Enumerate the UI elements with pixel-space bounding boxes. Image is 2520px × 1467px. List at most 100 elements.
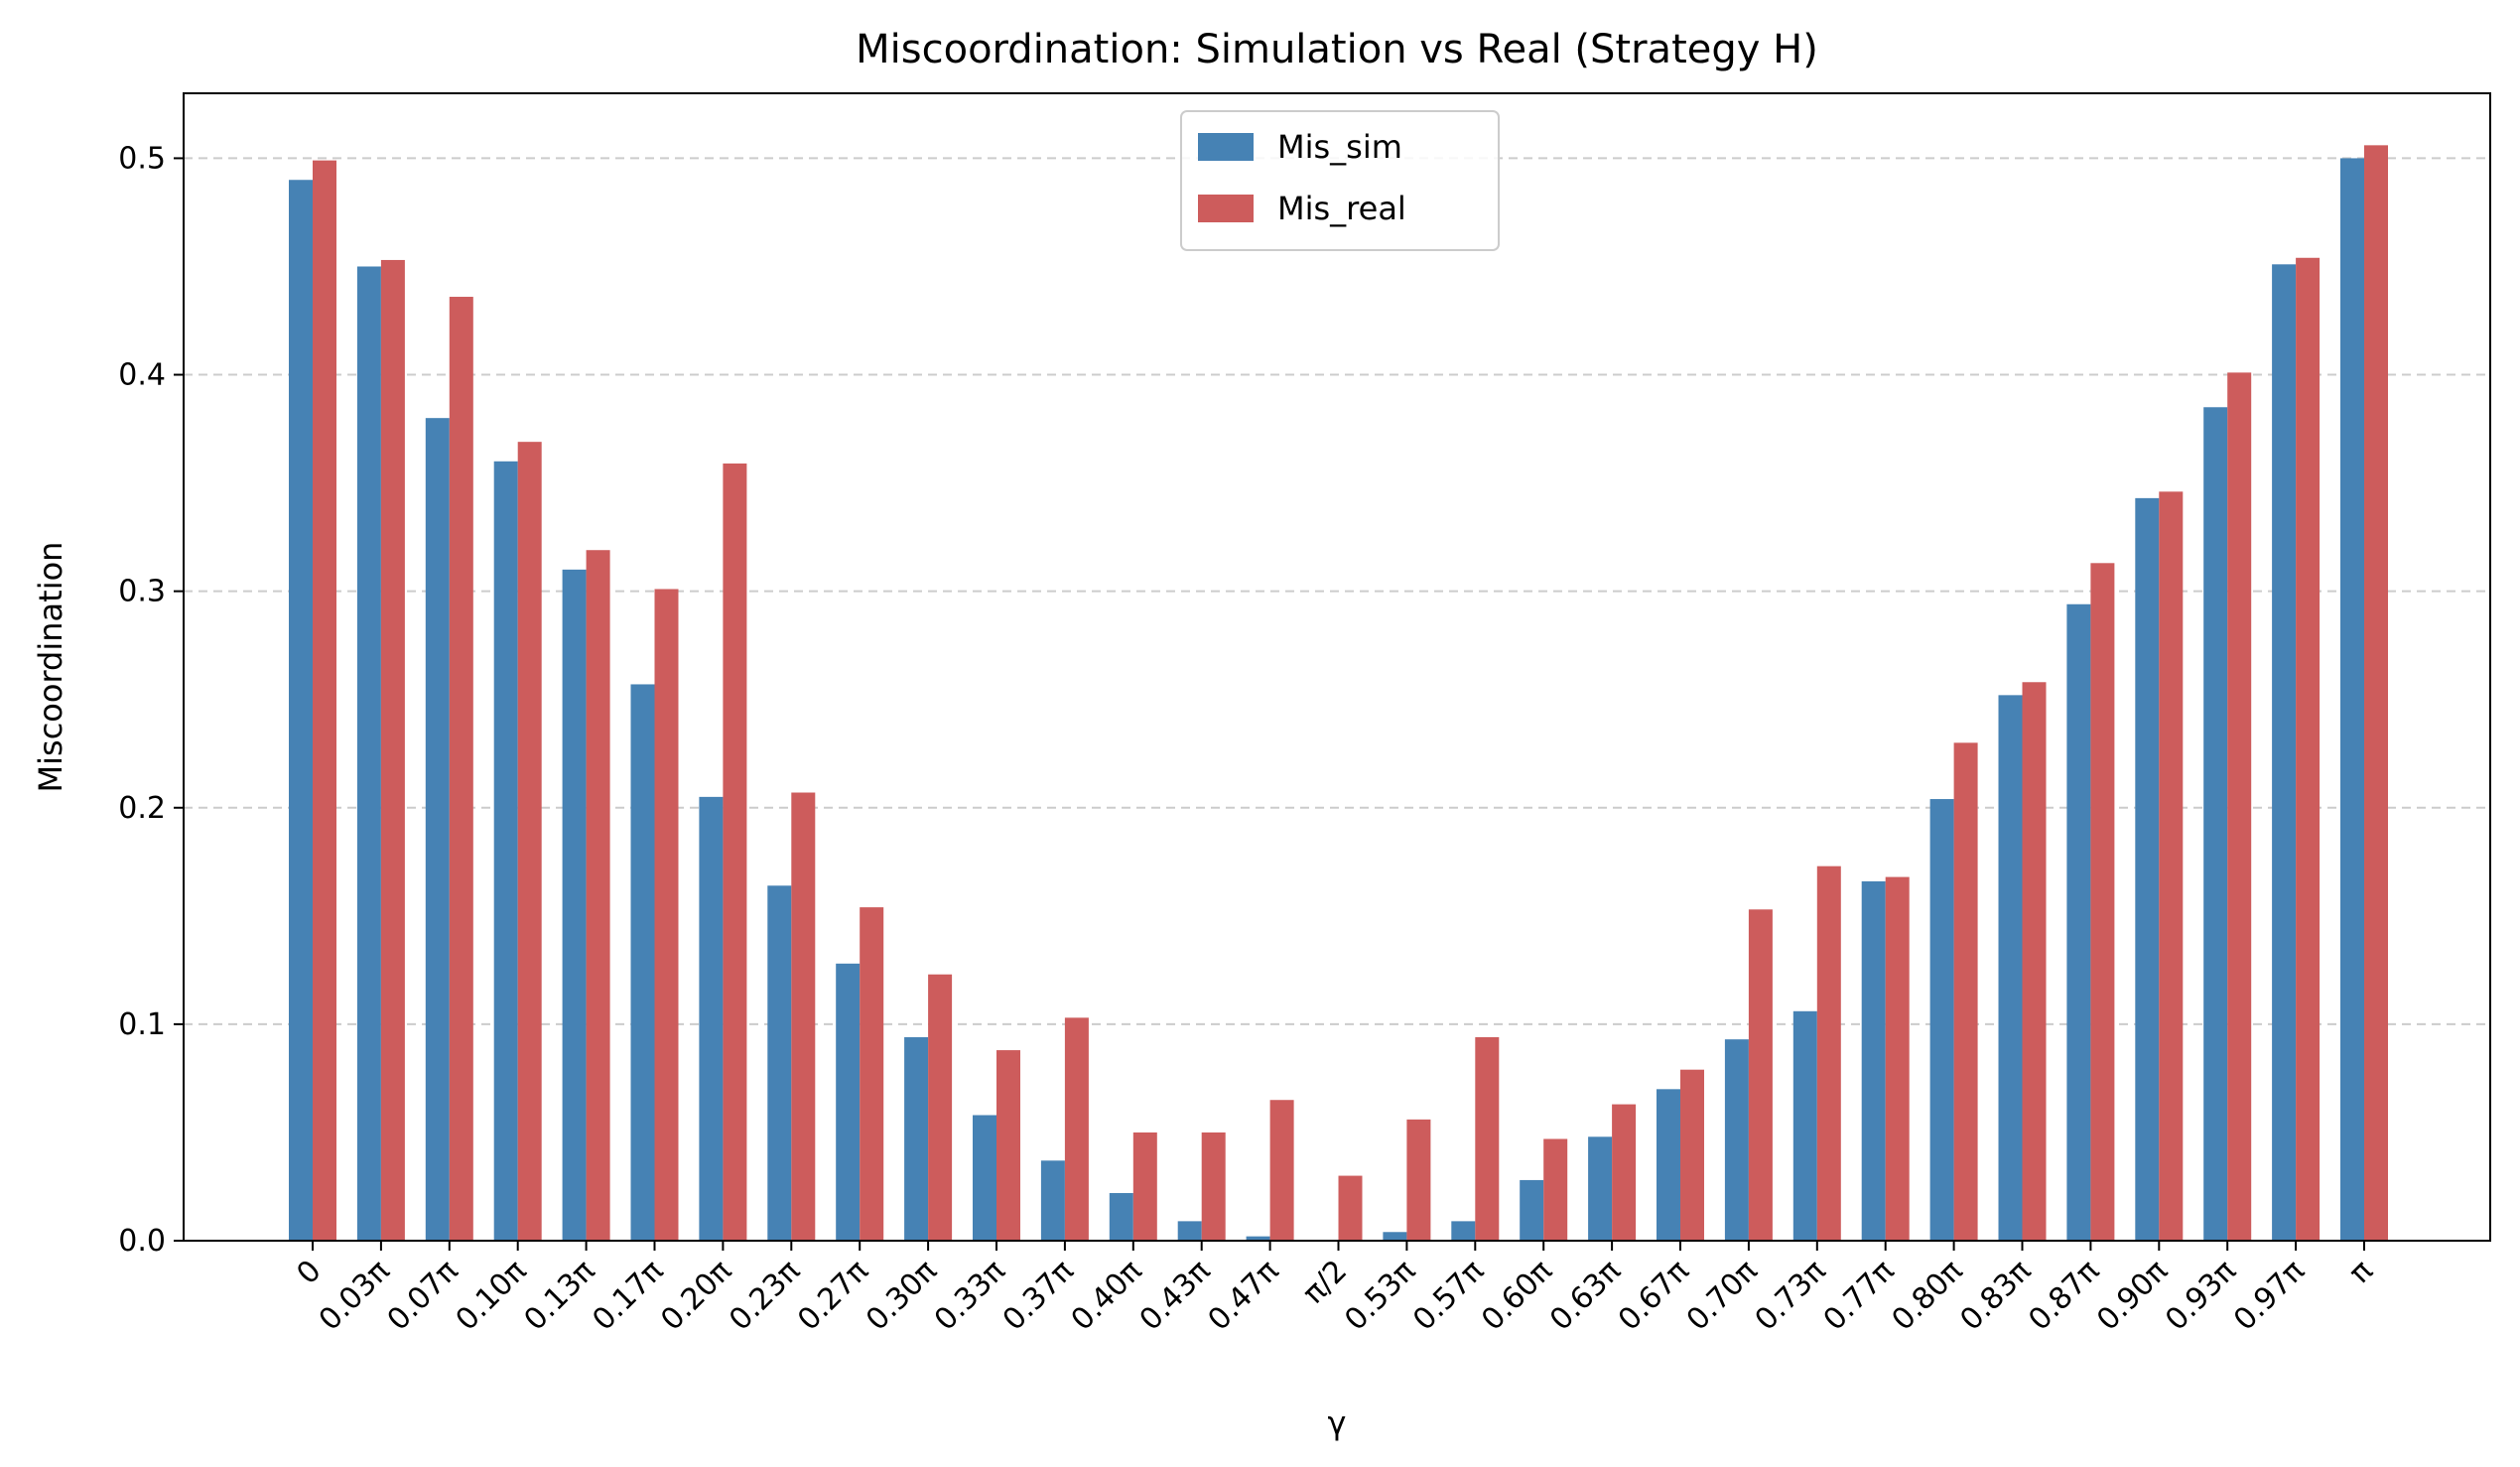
y-tick-label: 0.2 (118, 791, 166, 826)
bar-mis-real (1269, 1100, 1294, 1241)
bar-mis-sim (1177, 1221, 1202, 1241)
y-axis: 0.0 0.1 0.2 0.3 0.4 0.5 (118, 141, 184, 1259)
x-tick-label: 0.70π (1680, 1254, 1765, 1338)
legend: Mis_sim Mis_real (1180, 110, 1500, 251)
legend-label: Mis_sim (1277, 128, 1402, 166)
bar-mis-real (1816, 866, 1841, 1241)
bar-mis-sim (1109, 1193, 1133, 1241)
x-tick-label: 0.80π (1886, 1254, 1970, 1338)
bar-mis-real (1201, 1132, 1226, 1241)
chart-title: Miscoordination: Simulation vs Real (Str… (856, 27, 1818, 72)
x-tick-label: 0.30π (860, 1254, 944, 1338)
bar-mis-real (586, 550, 610, 1241)
bar-mis-real (1885, 876, 1910, 1241)
bar-mis-sim (562, 569, 587, 1241)
bar-mis-real (2090, 563, 2115, 1241)
bar-mis-real (1748, 909, 1773, 1241)
bar-mis-sim (2135, 497, 2160, 1241)
x-tick-label: 0.87π (2022, 1254, 2106, 1338)
legend-swatch (1198, 133, 1254, 161)
x-tick-label: 0.40π (1065, 1254, 1149, 1338)
legend-swatch (1198, 195, 1254, 222)
bar-mis-sim (1998, 695, 2023, 1241)
x-tick-label: 0.60π (1475, 1254, 1559, 1338)
bar-mis-real (1338, 1175, 1363, 1241)
legend-box (1180, 110, 1500, 251)
x-tick-label: 0.53π (1338, 1254, 1422, 1338)
bar-mis-sim (425, 418, 450, 1241)
bar-mis-sim (2340, 158, 2364, 1241)
x-tick-label: 0.90π (2090, 1254, 2175, 1338)
bar-mis-real (517, 442, 542, 1242)
bar-mis-sim (630, 684, 655, 1241)
bar-mis-real (1680, 1069, 1704, 1241)
bar-mis-sim (767, 885, 792, 1241)
x-tick-label: 0.63π (1543, 1254, 1628, 1338)
bar-mis-real (1612, 1104, 1637, 1241)
y-tick-label: 0.0 (118, 1224, 166, 1259)
x-tick-label: 0.97π (2227, 1254, 2312, 1338)
x-tick-label: 0.10π (450, 1254, 534, 1338)
bar-mis-real (449, 297, 473, 1241)
x-axis-title: γ (1328, 1404, 1347, 1442)
legend-label: Mis_real (1277, 190, 1406, 227)
bar-mis-sim (356, 266, 381, 1241)
x-tick-label: 0.47π (1202, 1254, 1286, 1338)
x-tick-label: 0.13π (518, 1254, 602, 1338)
x-tick-label: 0.03π (313, 1254, 397, 1338)
bar-mis-sim (1383, 1232, 1407, 1241)
bar-mis-real (2022, 682, 2047, 1241)
bar-mis-real (2227, 372, 2252, 1241)
bar-mis-real (1064, 1017, 1089, 1241)
bar-mis-real (654, 589, 679, 1241)
bar-mis-real (2296, 257, 2321, 1241)
x-tick-label: π (2342, 1254, 2380, 1291)
bar-mis-sim (1040, 1160, 1065, 1241)
bar-mis-real (380, 259, 405, 1242)
y-tick-label: 0.3 (118, 575, 166, 609)
x-tick-label: 0.67π (1612, 1254, 1696, 1338)
bar-mis-real (313, 160, 336, 1241)
bar-mis-sim (1861, 880, 1886, 1241)
y-axis-title: Miscoordination (32, 542, 69, 793)
x-axis: 00.03π0.07π0.10π0.13π0.17π0.20π0.23π0.27… (290, 1241, 2380, 1338)
bar-mis-real (2364, 145, 2388, 1241)
plot-frame (183, 92, 2491, 1242)
y-tick-label: 0.5 (118, 141, 166, 176)
x-tick-label: 0.43π (1133, 1254, 1218, 1338)
bar-mis-sim (1246, 1236, 1270, 1241)
x-tick-label: 0.93π (2159, 1254, 2243, 1338)
x-tick-label: 0.83π (1953, 1254, 2038, 1338)
bar-mis-sim (2272, 264, 2297, 1241)
x-tick-label: 0 (290, 1254, 328, 1291)
x-tick-label: 0.77π (1817, 1254, 1902, 1338)
bar-mis-real (2159, 491, 2184, 1241)
bar-mis-sim (904, 1036, 929, 1241)
bar-mis-real (1406, 1119, 1431, 1241)
bar-mis-real (860, 907, 884, 1241)
bar-mis-sim (836, 963, 861, 1241)
x-tick-label: 0.73π (1749, 1254, 1833, 1338)
x-tick-label: 0.17π (586, 1254, 670, 1338)
x-tick-label: 0.27π (791, 1254, 875, 1338)
bar-mis-sim (1657, 1089, 1680, 1241)
bar-mis-sim (1520, 1179, 1544, 1241)
y-tick-label: 0.4 (118, 358, 166, 393)
bar-mis-sim (1588, 1136, 1613, 1241)
bar-mis-sim (2066, 603, 2091, 1241)
bar-mis-sim (1724, 1039, 1749, 1241)
x-tick-label: 0.33π (928, 1254, 1012, 1338)
bar-mis-sim (289, 180, 313, 1242)
bar-mis-sim (493, 461, 518, 1241)
bar-mis-real (1543, 1138, 1568, 1241)
bar-mis-sim (699, 796, 724, 1241)
bar-mis-real (1953, 742, 1978, 1241)
bar-mis-real (723, 463, 747, 1241)
bar-mis-real (1475, 1036, 1500, 1241)
bar-mis-real (1132, 1132, 1157, 1241)
bar-mis-sim (973, 1115, 996, 1241)
bar-mis-sim (2203, 407, 2228, 1241)
bar-mis-sim (1792, 1010, 1817, 1241)
x-tick-label: 0.20π (654, 1254, 738, 1338)
